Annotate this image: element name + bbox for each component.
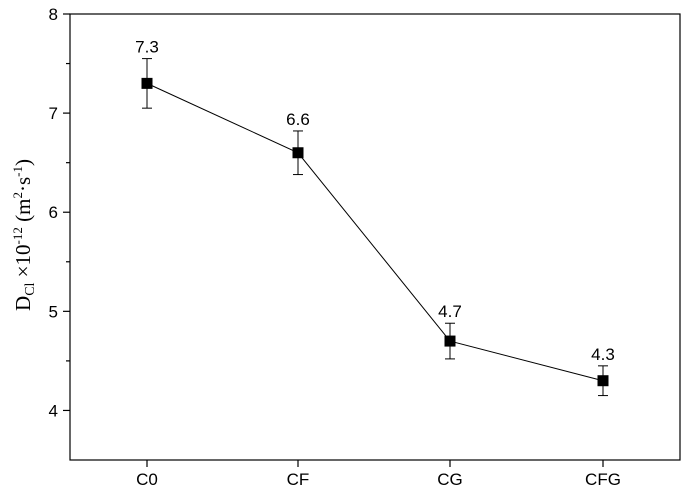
y-tick-label: 5	[49, 302, 58, 321]
x-tick-label: CG	[437, 470, 463, 489]
data-point: 6.6	[286, 110, 310, 176]
plot-frame	[69, 13, 681, 461]
x-tick-label: C0	[136, 470, 158, 489]
plot-border	[69, 13, 681, 461]
data-point: 7.3	[135, 38, 159, 109]
data-label: 6.6	[286, 110, 310, 129]
square-marker	[141, 77, 153, 89]
data-label: 4.3	[591, 345, 615, 364]
square-marker	[444, 335, 456, 347]
square-marker	[292, 147, 304, 159]
y-tick-label: 8	[49, 5, 58, 24]
y-axis: 4 5 6 7 8	[49, 5, 70, 420]
y-tick-label: 6	[49, 203, 58, 222]
x-axis: C0 CF CG CFG	[136, 460, 621, 489]
x-tick-label: CFG	[585, 470, 621, 489]
y-tick-label: 7	[49, 104, 58, 123]
series-line	[146, 82, 604, 382]
x-tick-label: CF	[287, 470, 310, 489]
data-label: 7.3	[135, 38, 159, 57]
data-point: 4.3	[591, 345, 615, 397]
y-tick-label: 4	[49, 401, 58, 420]
data-point: 4.7	[438, 302, 462, 360]
data-label: 4.7	[438, 302, 462, 321]
square-marker	[597, 375, 609, 387]
series: 7.3 6.6 4.7 4.3	[135, 38, 615, 397]
y-axis-label: DCl ×10-12 (m2·s-1)	[10, 159, 38, 311]
